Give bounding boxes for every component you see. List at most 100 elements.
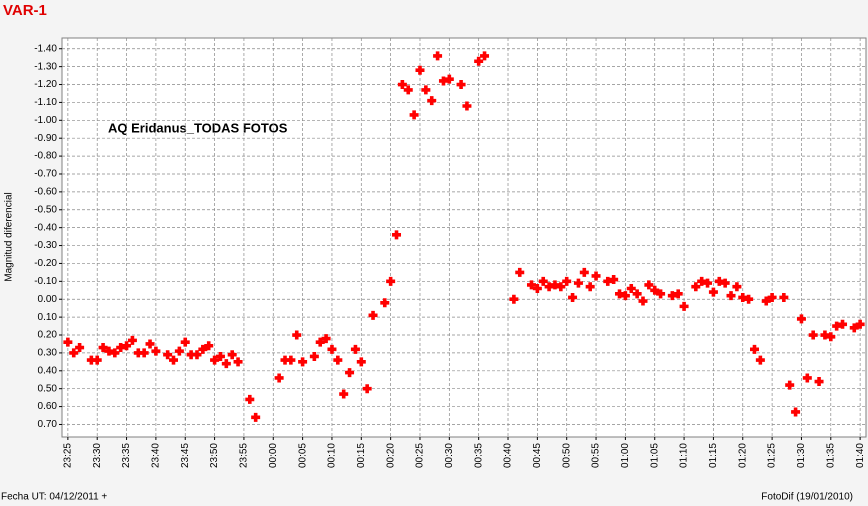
x-tick-label: 00:35: [473, 443, 484, 468]
y-tick-label: 0.60: [38, 401, 58, 412]
x-tick-label: 23:30: [92, 443, 103, 468]
point: [380, 298, 390, 308]
point: [697, 276, 707, 286]
point: [832, 321, 842, 331]
point: [779, 292, 789, 302]
x-tick-label: 01:10: [679, 443, 690, 468]
point: [75, 343, 85, 353]
point: [849, 323, 859, 333]
point: [215, 351, 225, 361]
point: [63, 337, 73, 347]
y-tick-label: -0.10: [34, 276, 57, 287]
point: [732, 282, 742, 292]
point: [409, 110, 419, 120]
point: [433, 51, 443, 61]
y-tick-label: -0.70: [34, 169, 57, 180]
footer-right: FotoDif (19/01/2010): [761, 492, 853, 503]
point: [221, 359, 231, 369]
x-tick-label: 00:15: [356, 443, 367, 468]
point: [339, 389, 349, 399]
point: [562, 276, 572, 286]
point: [98, 343, 108, 353]
point: [626, 283, 636, 293]
point: [151, 346, 161, 356]
y-tick-label: -0.60: [34, 187, 57, 198]
point: [321, 334, 331, 344]
point: [415, 65, 425, 75]
point: [573, 278, 583, 288]
y-tick-label: 0.40: [38, 365, 58, 376]
point: [591, 271, 601, 281]
y-tick-label: -0.80: [34, 151, 57, 162]
point: [350, 344, 360, 354]
x-tick-label: 01:20: [737, 443, 748, 468]
y-tick-label: -0.50: [34, 204, 57, 215]
point: [163, 350, 173, 360]
point: [703, 278, 713, 288]
point: [791, 407, 801, 417]
point: [86, 355, 96, 365]
point: [761, 296, 771, 306]
point: [509, 294, 519, 304]
x-tick-label: 01:15: [708, 443, 719, 468]
point: [726, 291, 736, 301]
point: [556, 282, 566, 292]
x-tick-label: 00:00: [268, 443, 279, 468]
point: [139, 348, 149, 358]
x-tick-label: 23:35: [121, 443, 132, 468]
x-tick-label: 23:50: [209, 443, 220, 468]
point: [603, 276, 613, 286]
chart-title: VAR-1: [3, 2, 47, 19]
point: [667, 291, 677, 301]
point: [820, 330, 830, 340]
point: [356, 357, 366, 367]
point: [286, 355, 296, 365]
point: [345, 368, 355, 378]
point: [708, 287, 718, 297]
y-tick-label: 0.10: [38, 312, 58, 323]
point: [785, 380, 795, 390]
point: [104, 346, 114, 356]
point: [127, 335, 137, 345]
y-tick-label: 0.20: [38, 330, 58, 341]
x-tick-label: 01:25: [767, 443, 778, 468]
point: [749, 344, 759, 354]
point: [210, 355, 220, 365]
point: [198, 344, 208, 354]
y-tick-label: -1.00: [34, 115, 57, 126]
point: [744, 294, 754, 304]
x-tick-label: 00:25: [415, 443, 426, 468]
point: [403, 85, 413, 95]
x-tick-label: 01:00: [620, 443, 631, 468]
point: [755, 355, 765, 365]
point: [444, 74, 454, 84]
y-tick-label: -0.90: [34, 133, 57, 144]
y-tick-label: 0.70: [38, 419, 58, 430]
x-tick-label: 01:30: [796, 443, 807, 468]
point: [579, 267, 589, 277]
point: [515, 267, 525, 277]
point: [427, 96, 437, 106]
point: [186, 350, 196, 360]
y-tick-label: -1.10: [34, 97, 57, 108]
x-tick-label: 23:25: [63, 443, 74, 468]
point: [656, 289, 666, 299]
point: [738, 292, 748, 302]
y-tick-label: -0.40: [34, 222, 57, 233]
x-tick-label: 01:05: [649, 443, 660, 468]
point: [362, 384, 372, 394]
point: [632, 289, 642, 299]
x-tick-label: 23:55: [239, 443, 250, 468]
x-tick-label: 00:05: [297, 443, 308, 468]
point: [309, 351, 319, 361]
y-tick-label: 0.30: [38, 348, 58, 359]
point: [679, 301, 689, 311]
point: [69, 348, 79, 358]
y-tick-label: -1.40: [34, 43, 57, 54]
x-tick-label: 00:20: [385, 443, 396, 468]
point: [796, 314, 806, 324]
point: [814, 377, 824, 387]
point: [122, 341, 132, 351]
point: [133, 348, 143, 358]
y-tick-label: -1.30: [34, 61, 57, 72]
